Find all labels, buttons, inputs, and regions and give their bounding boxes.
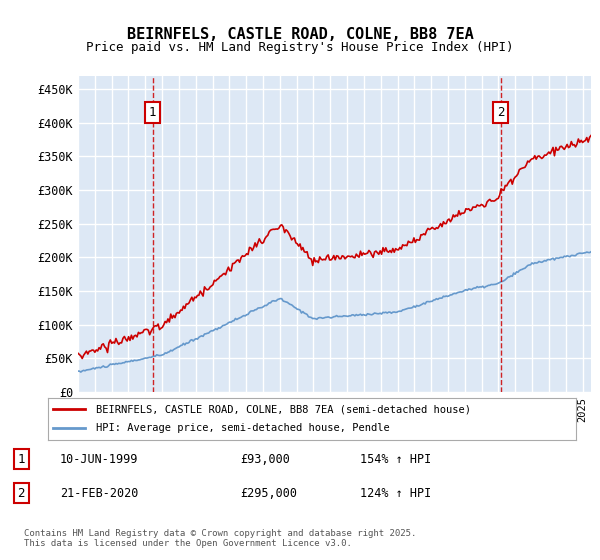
Text: 1: 1	[149, 106, 157, 119]
Text: 10-JUN-1999: 10-JUN-1999	[60, 452, 139, 465]
Text: 1: 1	[17, 452, 25, 465]
Text: 21-FEB-2020: 21-FEB-2020	[60, 487, 139, 500]
Text: £295,000: £295,000	[240, 487, 297, 500]
Text: BEIRNFELS, CASTLE ROAD, COLNE, BB8 7EA (semi-detached house): BEIRNFELS, CASTLE ROAD, COLNE, BB8 7EA (…	[95, 404, 470, 414]
Text: 2: 2	[497, 106, 505, 119]
Text: 2: 2	[17, 487, 25, 500]
Text: 154% ↑ HPI: 154% ↑ HPI	[360, 452, 431, 465]
Text: 124% ↑ HPI: 124% ↑ HPI	[360, 487, 431, 500]
Text: HPI: Average price, semi-detached house, Pendle: HPI: Average price, semi-detached house,…	[95, 423, 389, 433]
Text: Contains HM Land Registry data © Crown copyright and database right 2025.
This d: Contains HM Land Registry data © Crown c…	[24, 529, 416, 548]
Text: BEIRNFELS, CASTLE ROAD, COLNE, BB8 7EA: BEIRNFELS, CASTLE ROAD, COLNE, BB8 7EA	[127, 27, 473, 42]
Text: £93,000: £93,000	[240, 452, 290, 465]
Text: Price paid vs. HM Land Registry's House Price Index (HPI): Price paid vs. HM Land Registry's House …	[86, 40, 514, 54]
